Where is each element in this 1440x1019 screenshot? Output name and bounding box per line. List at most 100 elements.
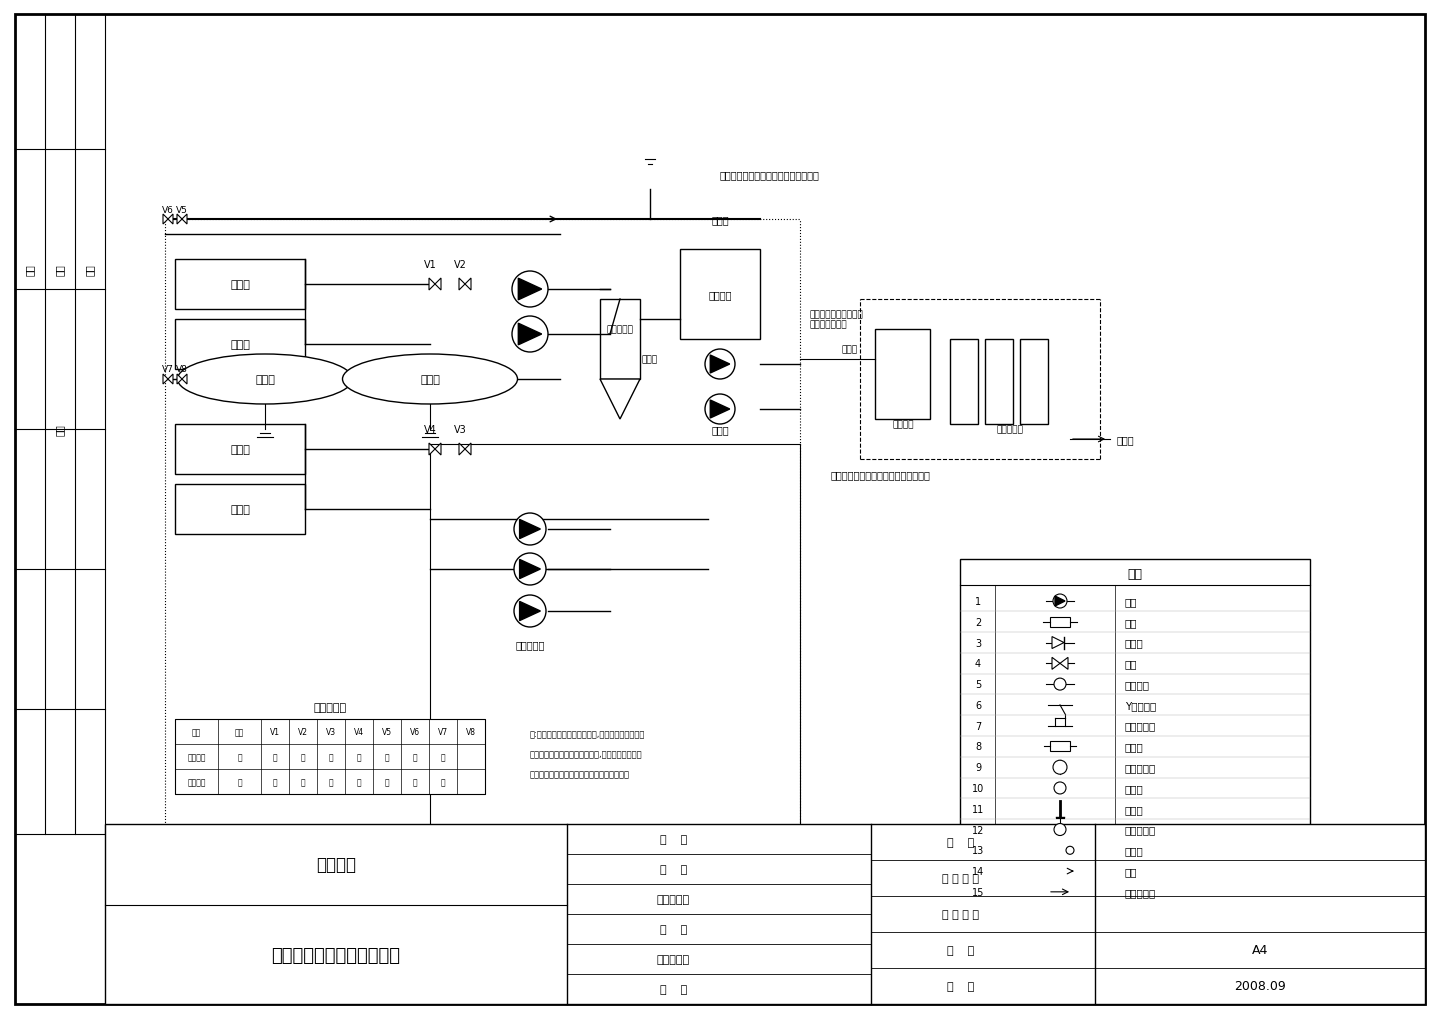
Circle shape [1053, 760, 1067, 774]
Polygon shape [1060, 657, 1068, 669]
Text: 校    对: 校 对 [660, 924, 687, 934]
Text: 开: 开 [413, 752, 418, 761]
Text: 自来水: 自来水 [711, 215, 729, 225]
Text: 止回阀: 止回阀 [1125, 638, 1143, 648]
Text: 温度计: 温度计 [1125, 804, 1143, 814]
Text: V8: V8 [467, 728, 477, 737]
Text: 分水器: 分水器 [255, 375, 275, 384]
Polygon shape [1056, 596, 1066, 606]
Text: 专业负责人: 专业负责人 [657, 954, 690, 964]
Text: 关: 关 [272, 752, 278, 761]
Polygon shape [168, 375, 173, 384]
Text: V6: V6 [163, 205, 174, 214]
Polygon shape [429, 279, 435, 290]
Bar [876, 330, 930, 420]
Text: V7: V7 [163, 365, 174, 374]
Bar [960, 559, 1310, 919]
Text: 签名: 签名 [55, 264, 65, 275]
Text: 失明处直后再打开竖开启的阀门,以免生内侧空源水: 失明处直后再打开竖开启的阀门,以免生内侧空源水 [530, 750, 642, 759]
Text: 末端循环泵: 末端循环泵 [516, 639, 544, 649]
Text: 软化水装置: 软化水装置 [996, 425, 1024, 434]
Bar [600, 300, 639, 380]
Text: 关: 关 [328, 752, 334, 761]
Text: 至排水: 至排水 [842, 345, 858, 355]
Text: 2008.09: 2008.09 [1234, 979, 1286, 993]
Text: 防污隔断阀: 防污隔断阀 [1125, 887, 1156, 897]
Polygon shape [177, 375, 181, 384]
Bar [985, 339, 1012, 425]
Text: A4: A4 [1251, 944, 1269, 957]
Text: 日期: 日期 [24, 264, 35, 275]
Polygon shape [710, 400, 730, 419]
Text: 5: 5 [975, 680, 981, 690]
Bar [1051, 866, 1068, 876]
Bar [105, 824, 1426, 1004]
Text: 7: 7 [975, 720, 981, 731]
Text: 图    号: 图 号 [946, 945, 973, 955]
Text: 关: 关 [301, 777, 305, 787]
Text: 关: 关 [441, 752, 445, 761]
Text: 11: 11 [972, 804, 984, 814]
Text: 14: 14 [972, 866, 984, 876]
Text: 日    期: 日 期 [946, 981, 973, 991]
Polygon shape [181, 375, 187, 384]
Text: 开: 开 [384, 777, 389, 787]
Text: 9: 9 [975, 762, 981, 772]
Text: 集水器: 集水器 [420, 375, 441, 384]
Text: 注:在季节性换运行阀门切换时,应先关开启着的阀门: 注:在季节性换运行阀门切换时,应先关开启着的阀门 [530, 730, 645, 739]
Text: 旋流除沙器: 旋流除沙器 [606, 325, 634, 334]
Circle shape [1054, 679, 1066, 691]
Bar [176, 425, 305, 475]
Text: 工况: 工况 [235, 728, 245, 737]
Text: V4: V4 [423, 425, 436, 434]
Text: 自来水: 自来水 [1116, 434, 1133, 444]
Circle shape [514, 514, 546, 545]
Circle shape [514, 595, 546, 628]
Text: V5: V5 [382, 728, 392, 737]
Polygon shape [163, 215, 168, 225]
Text: 电磁阀: 电磁阀 [1125, 742, 1143, 752]
Text: 当水压水质不满足要求时加设这套装置: 当水压水质不满足要求时加设这套装置 [829, 470, 930, 480]
Polygon shape [435, 279, 441, 290]
Text: 水表: 水表 [1125, 866, 1138, 876]
Polygon shape [710, 356, 730, 374]
Circle shape [514, 553, 546, 586]
Text: 工 程 编 号: 工 程 编 号 [942, 909, 979, 919]
Polygon shape [520, 602, 540, 621]
Text: 软化水箱: 软化水箱 [893, 420, 914, 429]
Polygon shape [1053, 637, 1064, 649]
Circle shape [706, 394, 734, 425]
Bar [680, 250, 760, 339]
Text: 冷凝器: 冷凝器 [230, 280, 251, 289]
Text: 设    计: 设 计 [660, 984, 687, 994]
Text: V1: V1 [271, 728, 281, 737]
Text: 开: 开 [328, 777, 334, 787]
Text: Y型过滤器: Y型过滤器 [1125, 700, 1156, 710]
Text: 地源侧开式热泵系统原理图: 地源侧开式热泵系统原理图 [272, 947, 400, 964]
Text: 水泵: 水泵 [1125, 596, 1138, 606]
Polygon shape [520, 559, 540, 579]
Circle shape [1053, 594, 1067, 608]
Text: 关: 关 [384, 752, 389, 761]
Text: 蒸发器: 蒸发器 [230, 339, 251, 350]
Text: 6: 6 [975, 700, 981, 710]
Text: 磁敏装置: 磁敏装置 [1125, 680, 1151, 690]
Text: 工程名称: 工程名称 [315, 855, 356, 872]
Text: 补水泵: 补水泵 [711, 425, 729, 434]
Polygon shape [459, 279, 465, 290]
Bar [176, 320, 305, 370]
Text: 冬季供暖: 冬季供暖 [187, 777, 206, 787]
Text: 蝶阀: 蝶阀 [1125, 618, 1138, 627]
Bar [176, 719, 485, 794]
Text: V5: V5 [176, 205, 189, 214]
Text: 开: 开 [238, 752, 242, 761]
Text: 2: 2 [975, 618, 981, 627]
Text: V3: V3 [325, 728, 336, 737]
Text: 直接接室外地源水（地下水、地表水）: 直接接室外地源水（地下水、地表水） [720, 170, 819, 179]
Text: V7: V7 [438, 728, 448, 737]
Text: 开: 开 [357, 752, 361, 761]
Circle shape [513, 317, 549, 353]
Text: 与室外源地管管系统连通而引起地管管超压。: 与室外源地管管系统连通而引起地管管超压。 [530, 769, 631, 779]
Text: 关: 关 [413, 777, 418, 787]
Text: V8: V8 [176, 365, 189, 374]
